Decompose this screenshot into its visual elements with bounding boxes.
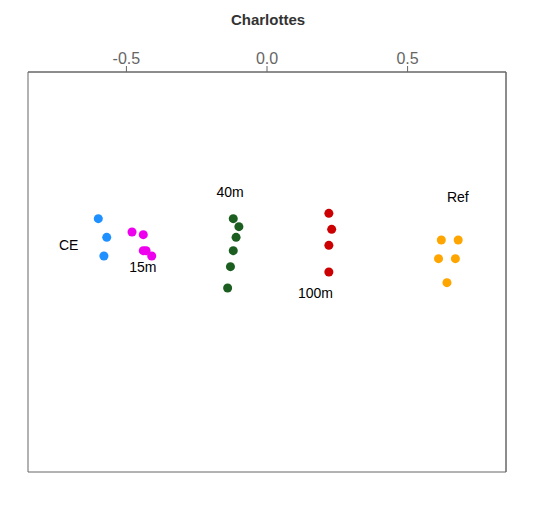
svg-text:-0.5: -0.5 xyxy=(113,50,141,67)
html-text:Charlottes: Charlottes xyxy=(230,11,306,28)
svg-text:40m: 40m xyxy=(216,184,243,200)
svg-text:0.0: 0.0 xyxy=(256,50,278,67)
svg-text:100m: 100m xyxy=(298,285,333,301)
svg-text:0.5: 0.5 xyxy=(396,50,418,67)
svg-text:15m: 15m xyxy=(129,259,156,275)
svg-text:CE: CE xyxy=(59,237,78,253)
svg-text:Ref: Ref xyxy=(447,189,469,205)
